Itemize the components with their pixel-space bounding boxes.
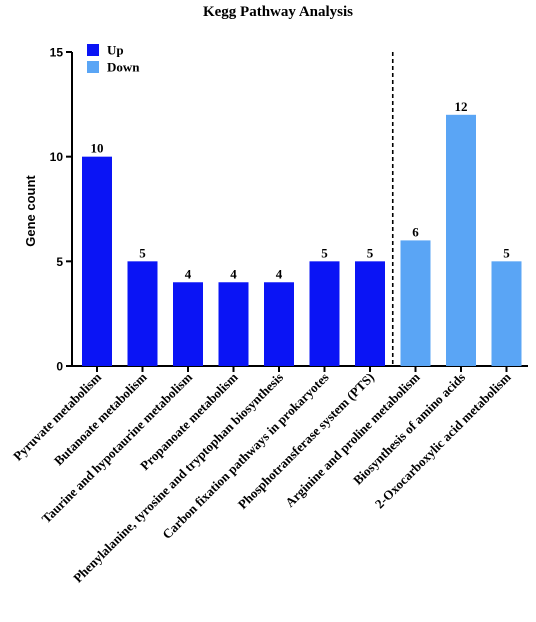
data-label: 5 xyxy=(321,245,328,260)
y-tick-label: 15 xyxy=(50,46,64,60)
bar xyxy=(127,261,158,366)
bar xyxy=(400,240,431,366)
data-label: 5 xyxy=(503,245,510,260)
bar xyxy=(82,156,112,366)
bar xyxy=(218,282,249,366)
data-label: 5 xyxy=(139,245,146,260)
x-tick-label: Carbon fixation pathways in prokaryotes xyxy=(159,370,331,542)
legend: Up Down xyxy=(87,43,140,75)
chart-title: Kegg Pathway Analysis xyxy=(203,4,353,20)
data-label: 4 xyxy=(230,266,237,281)
bar xyxy=(264,282,294,366)
bar xyxy=(173,282,203,366)
y-tick-label: 0 xyxy=(56,360,63,374)
x-tick-label: Pyruvate metabolism xyxy=(10,369,104,463)
x-tick-label: Phenylalanine, tyrosine and tryptophan b… xyxy=(70,370,286,586)
bar xyxy=(355,261,385,366)
y-tick-label: 10 xyxy=(50,150,64,164)
y-tick-label: 5 xyxy=(56,255,63,269)
legend-label: Down xyxy=(107,60,140,75)
data-label: 4 xyxy=(276,266,283,281)
data-label: 4 xyxy=(185,266,192,281)
bars xyxy=(82,114,522,366)
data-label: 10 xyxy=(91,141,104,156)
legend-swatch xyxy=(87,44,99,56)
data-label: 6 xyxy=(412,224,419,239)
bar xyxy=(309,261,340,366)
bar xyxy=(491,261,522,366)
data-label: 12 xyxy=(455,99,468,114)
data-label: 5 xyxy=(367,245,374,260)
legend-label: Up xyxy=(107,43,124,58)
legend-swatch xyxy=(87,61,99,73)
y-axis-label: Gene count xyxy=(23,175,38,247)
data-labels: 10 5 4 4 4 5 5 6 12 5 xyxy=(91,99,511,281)
bar xyxy=(446,114,476,366)
